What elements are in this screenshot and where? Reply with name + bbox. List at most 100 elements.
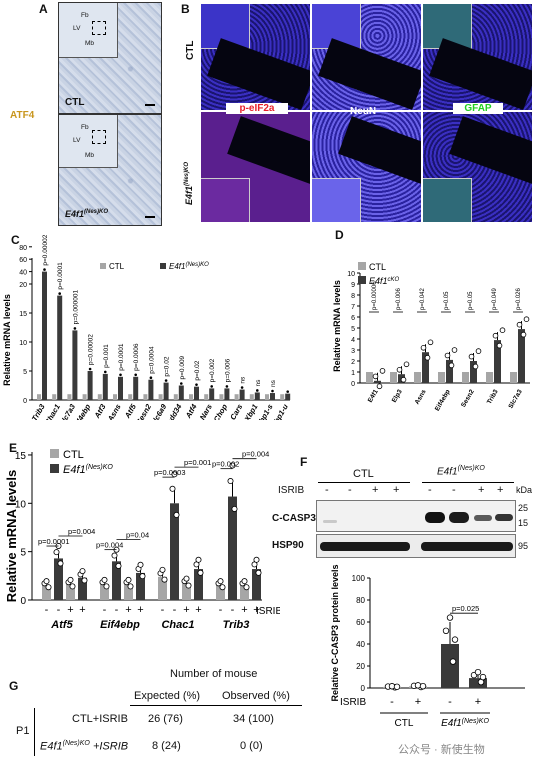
e-pvalue-lower: p=0.0001: [38, 537, 70, 546]
e-point: [57, 560, 64, 567]
c-x-tick-label: Chac1: [43, 403, 62, 421]
scale-bar-ko: [145, 216, 155, 218]
panel-d-letter: D: [335, 228, 344, 242]
chart-f: 0 20 40 60 80 100 Relative C-CASP3 protein lev…: [330, 564, 525, 729]
e-point: [43, 578, 50, 585]
c-bar-ctl: [204, 394, 209, 400]
c-x-tick-label: Sesn2: [134, 402, 153, 420]
e-sign: -: [161, 604, 165, 616]
c-pvalue: p=0.02: [194, 360, 201, 380]
d-legend-ko-swatch: [358, 276, 366, 284]
f-isrib-label: ISRIB: [340, 697, 366, 708]
ko-label: E4f1(Nes)KO: [65, 209, 109, 219]
blot-isrib-sign: +: [478, 484, 485, 496]
fluor-ko-gfap: [423, 112, 532, 222]
d-bar-ko: [494, 340, 501, 383]
e-point: [81, 577, 88, 584]
e-point: [241, 578, 248, 585]
e-bar: [216, 585, 225, 600]
c-bar-ctl: [82, 394, 87, 400]
ihc-ctl-image: Fb LV Mb CTL: [58, 2, 162, 114]
c-x-tick-label: Xbp1: [242, 403, 259, 421]
e-sign: -: [173, 604, 177, 616]
c-pvalue: p=0.002: [209, 358, 216, 382]
d-legend-ko: E4f1cKO: [369, 276, 400, 286]
e-legend-ctl: CTL: [63, 449, 84, 461]
d-point: [424, 354, 431, 361]
p1-label: P1: [16, 725, 30, 737]
d-y-tick-label: 2: [351, 359, 355, 366]
d-y-label: Relative mRNA levels: [332, 280, 342, 372]
c-pvalue: p=0.00002: [88, 334, 95, 365]
stain-label-gfap: GFAP: [453, 103, 503, 114]
f-y-label: Relative C-CASP3 protein levels: [330, 564, 340, 701]
stain-label-neun: NeuN: [350, 106, 377, 117]
c-pvalue: ns: [240, 376, 247, 384]
row1-expected: 26 (76): [148, 713, 183, 725]
d-bar-ctl: [462, 372, 469, 383]
c-point: [286, 390, 290, 393]
e-bar: [78, 577, 87, 600]
e-point: [159, 566, 166, 573]
e-bar: [42, 585, 51, 600]
roi-box: [92, 21, 106, 35]
band-label-hsp90: HSP90: [272, 540, 304, 551]
d-y-tick-label: 4: [351, 337, 355, 344]
blot-isrib-sign: +: [497, 484, 504, 496]
c-legend-ko-swatch: [160, 263, 166, 269]
fluor-ctl-neun: [312, 4, 421, 110]
c-y-tick-label: 0: [23, 398, 27, 405]
d-y-tick-label: 5: [351, 326, 355, 333]
c-bar-ko: [285, 393, 291, 400]
e-x-tick-label: Chac1: [161, 619, 194, 631]
e-bar: [228, 496, 237, 600]
d-x-tick-label: Slc7a3: [507, 388, 524, 410]
e-bar: [100, 584, 109, 600]
c-bar-ko: [178, 385, 184, 400]
d-bar-ko: [470, 361, 477, 383]
c-bar-ctl: [67, 394, 72, 400]
e-pvalue-upper: p=0.001: [184, 458, 211, 467]
f-point: [449, 658, 457, 665]
region-mb: Mb: [85, 40, 95, 47]
e-point: [115, 562, 122, 569]
region-fb: Fb: [81, 12, 89, 19]
row1-label: CTL+ISRIB: [72, 713, 128, 725]
e-pvalue-lower: p=0.004: [96, 541, 123, 550]
blot-isrib-sign: -: [428, 484, 432, 496]
e-sign: +: [79, 604, 85, 616]
e-point: [229, 462, 236, 469]
e-point: [217, 578, 224, 585]
f-point: [419, 682, 427, 690]
e-point: [45, 584, 52, 591]
e-point: [183, 575, 190, 582]
c-bar-ctl: [143, 394, 148, 400]
table-rule: [130, 705, 302, 706]
d-point: [472, 363, 479, 370]
c-pvalue: p=0.0001: [118, 343, 125, 371]
c-point: [210, 385, 213, 388]
e-point: [53, 549, 60, 556]
d-point: [403, 361, 410, 368]
f-sign: +: [415, 696, 421, 708]
e-point: [125, 576, 132, 583]
d-point: [499, 327, 506, 333]
e-point: [169, 485, 176, 492]
e-pvalue-upper: p=0.004: [242, 450, 269, 459]
c-x-tick-label: Slc7a3: [57, 402, 77, 420]
f-sign: -: [390, 696, 394, 708]
panel-a-letter: A: [39, 2, 48, 16]
d-x-tick-label: Eif4ebp: [434, 388, 452, 412]
col-observed: Observed (%): [222, 690, 290, 702]
table-header: Number of mouse: [170, 668, 258, 680]
d-bar-ko: [422, 352, 429, 383]
c-bar-ko: [133, 376, 139, 400]
roi-box-ko: [92, 130, 106, 144]
c-bar-ko: [194, 386, 199, 400]
c-y-tick-label: 40: [19, 270, 27, 277]
e-sign: -: [231, 604, 235, 616]
c-x-tick-label: Asns: [105, 403, 122, 421]
f-y-tick-label: 0: [361, 684, 366, 693]
